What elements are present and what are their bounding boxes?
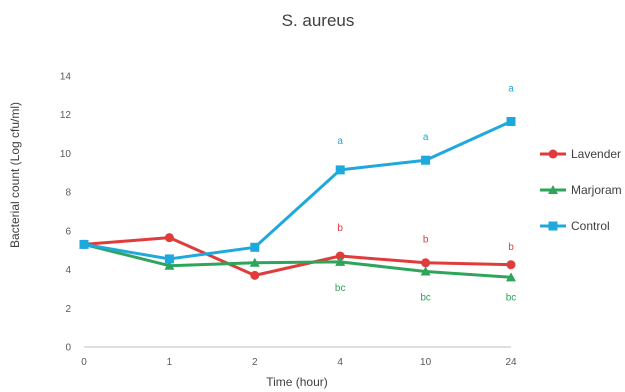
y-tick-label: 6 [65,226,71,237]
annotation-layer: a a a b b b bc bc bc [335,83,516,303]
significance-label: bc [335,283,346,294]
data-point-lavender [506,260,516,270]
legend-label-marjoram: Marjoram [571,183,622,197]
y-tick-label: 14 [60,72,72,83]
series-line-lavender [83,236,512,277]
legend-label-control: Control [571,219,610,233]
data-point-control [250,242,260,252]
series-marjoram [79,239,516,282]
legend-marker-lavender [548,149,558,159]
x-axis: 0 1 2 4 10 24 [81,357,517,368]
x-tick-label: 1 [167,357,173,368]
x-tick-label: 10 [420,357,432,368]
y-tick-label: 10 [60,149,72,160]
series-line-marjoram [83,242,512,279]
data-point-control [164,254,174,264]
data-point-marjoram [249,257,260,267]
series-layer [79,116,516,282]
series-control [79,116,516,264]
legend: Lavender Marjoram Control [540,147,622,233]
y-tick-label: 12 [60,110,72,121]
data-point-lavender [250,270,260,280]
data-point-marjoram [420,266,431,276]
series-line-control [83,120,512,261]
x-tick-label: 2 [252,357,258,368]
x-tick-label: 0 [81,357,87,368]
x-tick-label: 4 [337,357,343,368]
data-point-lavender [421,258,431,268]
y-tick-label: 8 [65,188,71,199]
data-point-marjoram [164,260,175,270]
significance-label: b [423,234,429,245]
x-axis-label: Time (hour) [266,375,328,389]
y-axis-label: Bacterial count (Log cfu/ml) [8,102,22,248]
significance-label: b [508,242,514,253]
x-tick-label: 24 [505,357,517,368]
data-point-marjoram [506,272,516,282]
significance-label: a [508,83,514,94]
legend-item-control: Control [540,219,610,233]
legend-item-lavender: Lavender [540,147,621,161]
significance-label: bc [420,293,431,304]
data-point-lavender [164,233,174,243]
y-tick-label: 0 [65,343,71,354]
data-point-control [335,165,345,175]
chart-title: S. aureus [282,11,355,30]
data-point-control [506,116,516,126]
data-point-control [79,239,89,249]
data-point-lavender [335,251,345,261]
legend-marker-control [548,221,558,231]
legend-item-marjoram: Marjoram [540,183,622,197]
y-axis: 0 2 4 6 8 10 12 14 [60,72,72,354]
legend-label-lavender: Lavender [571,147,621,161]
significance-label: bc [506,293,517,304]
data-point-control [421,155,431,165]
y-tick-label: 2 [65,304,71,315]
significance-label: a [423,132,429,143]
significance-label: a [337,136,343,147]
data-point-marjoram [335,256,346,266]
significance-label: b [337,223,343,234]
y-tick-label: 4 [65,265,71,276]
legend-marker-marjoram [548,185,558,194]
